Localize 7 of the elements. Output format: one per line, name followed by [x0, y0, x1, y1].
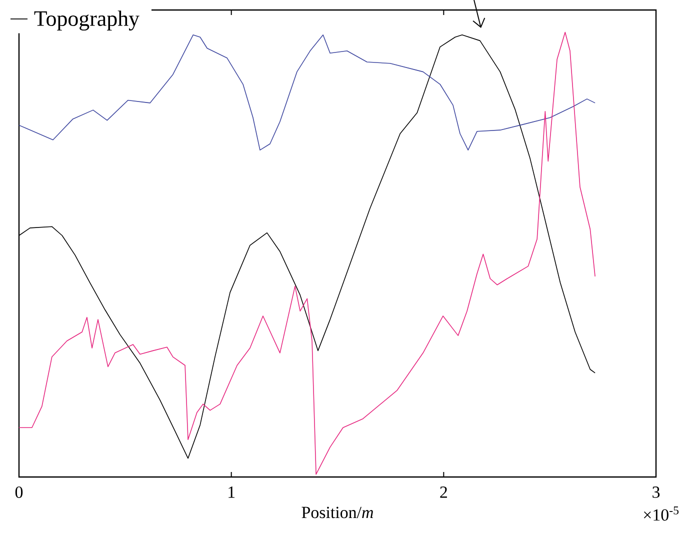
x-tick-label: 3: [652, 486, 660, 498]
x-tick-label: 1: [228, 486, 235, 498]
x-axis-title: Position/m: [302, 506, 374, 518]
x-tick-label: 2: [440, 486, 447, 498]
x-tick-label: 0: [15, 486, 23, 498]
legend-label: Topography: [34, 10, 140, 31]
text: ×10$^{-5}$: [644, 506, 679, 521]
